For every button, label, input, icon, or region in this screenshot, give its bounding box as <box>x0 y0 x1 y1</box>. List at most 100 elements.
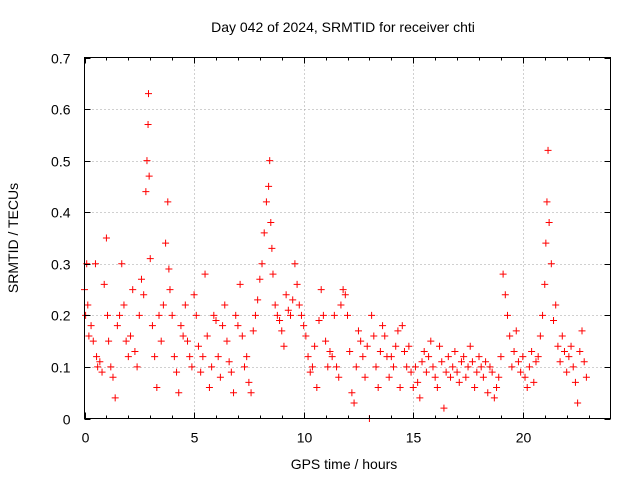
data-point <box>484 389 492 397</box>
data-point <box>479 373 487 381</box>
data-point <box>287 311 295 319</box>
data-point <box>319 311 327 319</box>
data-point <box>409 384 417 392</box>
chart-title: Day 042 of 2024, SRMTID for receiver cht… <box>211 19 475 35</box>
data-point <box>460 353 468 361</box>
data-point <box>352 363 360 371</box>
data-point <box>105 337 113 345</box>
data-point <box>260 229 268 237</box>
data-point <box>567 342 575 350</box>
data-point <box>385 373 393 381</box>
data-point <box>403 363 411 371</box>
data-point <box>493 384 501 392</box>
data-point <box>212 317 220 325</box>
data-point <box>145 172 153 180</box>
data-point <box>278 327 286 335</box>
y-tick-label: 0.6 <box>51 102 71 118</box>
data-point <box>348 389 356 397</box>
data-point <box>295 301 303 309</box>
data-point <box>190 291 198 299</box>
y-tick-label: 0 <box>63 412 71 428</box>
data-point <box>282 291 290 299</box>
data-point <box>271 301 279 309</box>
data-point <box>363 342 371 350</box>
data-point <box>517 368 525 376</box>
data-point <box>102 234 110 242</box>
data-point <box>236 280 244 288</box>
data-point <box>157 337 165 345</box>
data-point <box>254 296 262 304</box>
data-point <box>177 322 185 330</box>
data-point <box>571 378 579 386</box>
data-point <box>569 363 577 371</box>
data-point <box>148 322 156 330</box>
data-point <box>411 363 419 371</box>
data-point <box>475 353 483 361</box>
data-point <box>173 368 181 376</box>
data-point <box>457 358 465 366</box>
data-point <box>582 373 590 381</box>
data-point <box>528 347 536 355</box>
data-point <box>344 311 351 319</box>
data-point <box>547 260 555 268</box>
data-point <box>501 291 509 299</box>
data-point <box>85 332 93 340</box>
data-point <box>486 363 494 371</box>
data-point <box>124 353 132 361</box>
data-point <box>313 384 321 392</box>
data-point <box>315 317 323 325</box>
data-point <box>93 353 101 361</box>
data-point <box>462 373 470 381</box>
data-point <box>107 363 115 371</box>
data-point <box>374 384 382 392</box>
data-point <box>339 286 347 294</box>
data-point <box>554 342 562 350</box>
data-point <box>328 353 336 361</box>
data-point <box>256 275 264 283</box>
data-point <box>111 394 119 402</box>
data-point <box>357 337 365 345</box>
y-tick-label: 0.1 <box>51 360 71 376</box>
data-point <box>267 219 275 227</box>
data-point <box>392 342 400 350</box>
data-point <box>304 353 312 361</box>
data-point <box>495 373 503 381</box>
data-point <box>146 255 154 263</box>
data-point <box>175 389 183 397</box>
y-tick-label: 0.3 <box>51 257 71 273</box>
data-point <box>560 347 568 355</box>
data-point <box>127 332 135 340</box>
data-point <box>477 363 485 371</box>
data-point <box>468 358 476 366</box>
data-point <box>89 337 97 345</box>
data-point <box>113 322 121 330</box>
data-point <box>523 384 531 392</box>
data-point <box>262 198 270 206</box>
data-point <box>104 311 112 319</box>
data-point <box>118 260 126 268</box>
data-point <box>227 368 235 376</box>
data-point <box>490 394 498 402</box>
data-point <box>120 301 128 309</box>
data-point <box>181 301 189 309</box>
data-point <box>135 311 143 319</box>
data-point <box>350 399 358 407</box>
data-point <box>333 363 341 371</box>
data-point <box>266 157 274 165</box>
data-point <box>137 275 145 283</box>
data-point <box>416 394 424 402</box>
data-point <box>289 296 297 304</box>
data-point <box>144 90 152 98</box>
data-point <box>556 358 564 366</box>
data-point <box>170 353 178 361</box>
data-point <box>440 404 448 412</box>
data-point <box>300 322 308 330</box>
y-tick-label: 0.7 <box>51 51 71 67</box>
data-point <box>230 389 238 397</box>
data-point <box>539 311 547 319</box>
data-point <box>153 384 161 392</box>
data-point <box>131 347 139 355</box>
data-point <box>192 311 200 319</box>
data-point <box>258 260 266 268</box>
data-point <box>317 286 325 294</box>
